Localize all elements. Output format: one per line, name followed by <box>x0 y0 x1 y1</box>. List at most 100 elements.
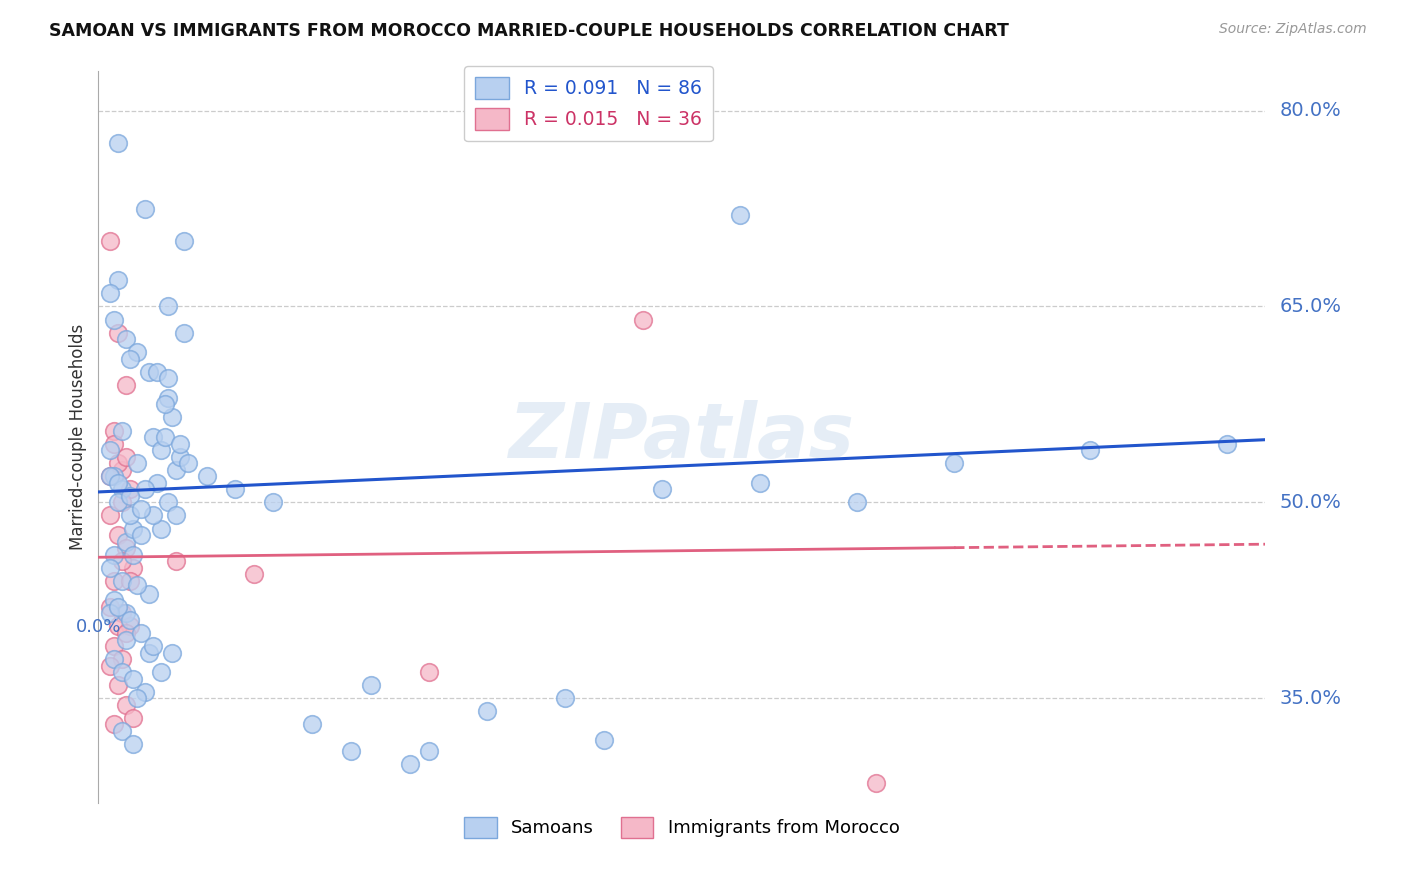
Point <box>107 619 129 633</box>
Point <box>153 397 176 411</box>
Point <box>301 717 323 731</box>
Point <box>169 450 191 464</box>
Point <box>173 326 195 340</box>
Text: 50.0%: 50.0% <box>1279 493 1341 512</box>
Text: 80.0%: 80.0% <box>1279 101 1341 120</box>
Point <box>103 639 125 653</box>
Point <box>118 613 141 627</box>
Point <box>162 646 184 660</box>
Point <box>165 508 187 523</box>
Point <box>111 554 134 568</box>
Point <box>103 548 125 562</box>
Point <box>122 560 145 574</box>
Point <box>98 469 121 483</box>
Point <box>138 646 160 660</box>
Text: Source: ZipAtlas.com: Source: ZipAtlas.com <box>1219 22 1367 37</box>
Point <box>122 711 145 725</box>
Y-axis label: Married-couple Households: Married-couple Households <box>69 324 87 550</box>
Point <box>98 658 121 673</box>
Point <box>224 483 246 497</box>
Point <box>107 678 129 692</box>
Point <box>165 554 187 568</box>
Point <box>138 365 160 379</box>
Point <box>149 443 172 458</box>
Point <box>1215 436 1237 450</box>
Point <box>114 607 136 621</box>
Point <box>149 521 172 535</box>
Point <box>142 430 165 444</box>
Point <box>127 345 149 359</box>
Point <box>157 495 180 509</box>
Point <box>107 475 129 490</box>
Text: 35.0%: 35.0% <box>1279 689 1341 708</box>
Point <box>129 502 152 516</box>
Point <box>146 475 169 490</box>
Point <box>98 234 121 248</box>
Point <box>165 463 187 477</box>
Point <box>118 483 141 497</box>
Point <box>114 332 136 346</box>
Point <box>651 483 673 497</box>
Point <box>114 450 136 464</box>
Point <box>107 528 129 542</box>
Point <box>157 371 180 385</box>
Point <box>98 443 121 458</box>
Text: ZIPatlas: ZIPatlas <box>509 401 855 474</box>
Point <box>122 548 145 562</box>
Point <box>554 691 576 706</box>
Point <box>118 508 141 523</box>
Point <box>127 691 149 706</box>
Point <box>631 312 654 326</box>
Point <box>103 593 125 607</box>
Point <box>477 705 499 719</box>
Legend: Samoans, Immigrants from Morocco: Samoans, Immigrants from Morocco <box>457 810 907 845</box>
Point <box>340 743 363 757</box>
Point <box>162 410 184 425</box>
Point <box>103 574 125 588</box>
Point <box>177 456 200 470</box>
Point <box>107 495 129 509</box>
Point <box>360 678 382 692</box>
Point <box>111 607 134 621</box>
Point <box>103 717 125 731</box>
Point <box>114 698 136 712</box>
Point <box>593 733 616 747</box>
Point <box>107 456 129 470</box>
Point <box>118 574 141 588</box>
Point <box>122 737 145 751</box>
Point <box>111 463 134 477</box>
Point <box>142 639 165 653</box>
Point <box>243 567 266 582</box>
Point <box>153 430 176 444</box>
Point <box>107 326 129 340</box>
Point <box>114 541 136 555</box>
Point <box>103 652 125 666</box>
Point <box>114 377 136 392</box>
Point <box>98 469 121 483</box>
Point <box>173 234 195 248</box>
Point <box>127 456 149 470</box>
Point <box>118 619 141 633</box>
Point <box>111 723 134 738</box>
Point <box>157 300 180 314</box>
Point <box>138 587 160 601</box>
Point <box>846 495 869 509</box>
Point <box>98 508 121 523</box>
Point <box>103 424 125 438</box>
Point <box>114 626 136 640</box>
Point <box>146 365 169 379</box>
Point <box>111 652 134 666</box>
Point <box>149 665 172 680</box>
Point <box>111 574 134 588</box>
Point <box>111 424 134 438</box>
Point <box>98 599 121 614</box>
Point <box>107 599 129 614</box>
Point <box>865 776 887 790</box>
Point <box>103 312 125 326</box>
Text: SAMOAN VS IMMIGRANTS FROM MOROCCO MARRIED-COUPLE HOUSEHOLDS CORRELATION CHART: SAMOAN VS IMMIGRANTS FROM MOROCCO MARRIE… <box>49 22 1010 40</box>
Point <box>418 743 440 757</box>
Point <box>142 508 165 523</box>
Point <box>103 469 125 483</box>
Point <box>195 469 218 483</box>
Point <box>111 665 134 680</box>
